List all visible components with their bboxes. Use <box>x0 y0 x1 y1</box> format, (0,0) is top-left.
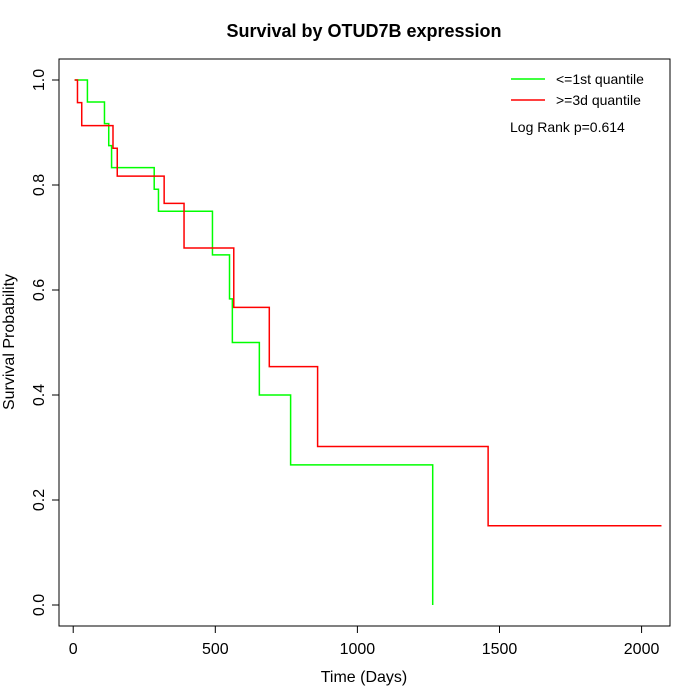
plot-frame <box>58 58 671 627</box>
x-tick-label: 1000 <box>340 641 376 658</box>
survival-curve-high <box>74 79 662 527</box>
x-tick-label: 2000 <box>624 641 660 658</box>
survival-curve-low <box>74 79 434 605</box>
y-axis-label: Survival Probability <box>1 274 18 410</box>
y-tick-label: 1.0 <box>31 69 48 91</box>
x-tick-label: 500 <box>202 641 229 658</box>
y-axis: 0.0 0.2 0.4 0.6 0.8 1.0 <box>31 69 59 616</box>
chart-title: Survival by OTUD7B expression <box>226 21 501 41</box>
y-tick-label: 0.0 <box>31 594 48 616</box>
x-axis: 0 500 1000 1500 2000 <box>69 626 660 658</box>
legend-label-high: >=3d quantile <box>556 92 641 108</box>
log-rank-annotation: Log Rank p=0.614 <box>510 119 625 135</box>
x-tick-label: 1500 <box>482 641 518 658</box>
legend: <=1st quantile >=3d quantile <box>511 71 644 108</box>
y-tick-label: 0.6 <box>31 279 48 301</box>
legend-label-low: <=1st quantile <box>556 71 644 87</box>
y-tick-label: 0.4 <box>31 384 48 406</box>
y-tick-label: 0.8 <box>31 174 48 196</box>
series-layer <box>74 79 662 605</box>
x-tick-label: 0 <box>69 641 78 658</box>
x-axis-label: Time (Days) <box>321 669 408 686</box>
y-tick-label: 0.2 <box>31 489 48 511</box>
